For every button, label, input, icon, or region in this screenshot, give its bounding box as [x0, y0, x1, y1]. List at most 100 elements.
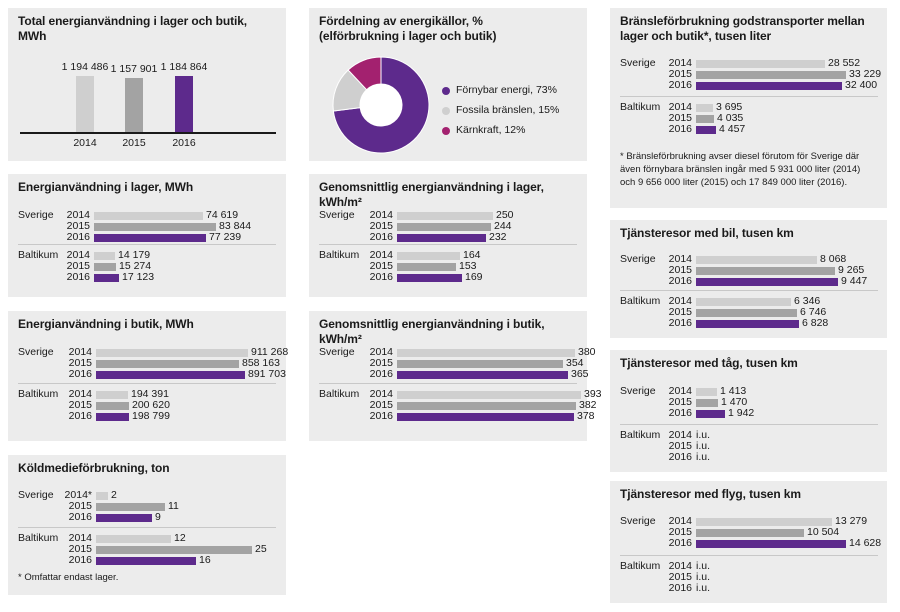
group-separator	[18, 527, 276, 528]
year-label: 2015	[668, 306, 692, 318]
value-label: 1 942	[728, 407, 755, 419]
year-label: 2015	[668, 112, 692, 124]
year-label: 2015	[369, 220, 393, 232]
panel-fordelning: Fördelning av energikällor, % (elförbruk…	[309, 8, 587, 161]
year-label: 2016	[369, 271, 393, 283]
year-label: 2014	[668, 253, 692, 265]
value-label: 6 746	[800, 306, 827, 318]
value-label: 9 447	[841, 275, 868, 287]
x-axis	[20, 132, 276, 134]
value-label: 891 703	[248, 368, 286, 380]
bar-2016	[397, 412, 574, 421]
value-label: 9 265	[838, 264, 865, 276]
bar-2016	[96, 412, 129, 421]
year-label: 2016	[668, 275, 692, 287]
region-label: Baltikum	[319, 249, 360, 261]
year-label: 2015	[668, 571, 692, 583]
region-label: Sverige	[319, 346, 355, 358]
not-reported-label: i.u.	[696, 571, 711, 583]
value-label: 3 695	[716, 101, 743, 113]
value-label: 8 068	[820, 253, 847, 265]
bar-2016	[696, 81, 842, 90]
value-label: 13 279	[835, 515, 868, 527]
panel-bransle: Bränsleförbrukning godstransporter mella…	[610, 8, 887, 208]
bar-2016	[96, 556, 196, 565]
year-label: 2016	[668, 537, 692, 549]
value-label: 4 035	[717, 112, 744, 124]
year-label: 2016	[68, 554, 92, 566]
bar-2015	[96, 359, 239, 368]
panel-title: Fördelning av energikällor, % (elförbruk…	[319, 14, 497, 43]
group-separator	[319, 383, 577, 384]
value-label: 14 628	[849, 537, 882, 549]
year-label: 2016	[66, 231, 90, 243]
bar-2014	[76, 76, 94, 132]
year-label: 2016	[66, 271, 90, 283]
value-label: 10 504	[807, 526, 840, 538]
year-label: 2015	[122, 137, 146, 149]
bar-2016	[397, 370, 568, 379]
year-label: 2015	[68, 399, 92, 411]
bar-2014	[96, 390, 128, 399]
value-label: 354	[566, 357, 584, 369]
bar-2015	[125, 78, 143, 132]
legend-swatch	[442, 86, 450, 95]
value-label: 164	[463, 249, 481, 261]
bar-2016	[397, 233, 486, 242]
region-label: Sverige	[620, 385, 656, 397]
value-label: 1 413	[720, 385, 747, 397]
region-label: Sverige	[18, 489, 54, 501]
value-label: 200 620	[132, 399, 170, 411]
legend-swatch	[442, 126, 450, 135]
bar-2016	[397, 273, 462, 282]
bar-2014	[96, 348, 248, 357]
not-reported-label: i.u.	[696, 560, 711, 572]
donut-hole	[360, 84, 402, 126]
bar-2015	[397, 262, 456, 271]
bar-2014	[397, 211, 493, 220]
panel-tag: Tjänsteresor med tåg, tusen km	[610, 350, 887, 472]
bar-2016	[696, 277, 838, 286]
value-label: 6 828	[802, 317, 829, 329]
value-label: 365	[571, 368, 589, 380]
year-label: 2016	[68, 410, 92, 422]
bar-2014	[696, 59, 825, 68]
value-label: 1 184 864	[160, 61, 208, 73]
group-separator	[620, 555, 878, 556]
bar-2014	[397, 348, 575, 357]
bar-2015	[96, 502, 165, 511]
value-label: 11	[168, 500, 179, 512]
year-label: 2016	[668, 407, 692, 419]
bar-2016	[96, 370, 245, 379]
bar-2015	[94, 262, 116, 271]
value-label: 194 391	[131, 388, 169, 400]
year-label: 2014	[66, 249, 90, 261]
bar-2016	[175, 76, 193, 132]
value-label: 198 799	[132, 410, 170, 422]
energy-source-pie	[332, 56, 430, 154]
year-label: 2016	[68, 368, 92, 380]
region-label: Sverige	[620, 253, 656, 265]
bar-2014	[696, 297, 791, 306]
bar-2015	[96, 401, 129, 410]
value-label: 244	[494, 220, 512, 232]
bar-2015	[397, 222, 491, 231]
region-label: Baltikum	[18, 532, 59, 544]
group-separator	[620, 96, 878, 97]
year-label: 2014	[369, 249, 393, 261]
bar-2016	[94, 233, 206, 242]
bar-2015	[696, 308, 797, 317]
year-label: 2016	[668, 582, 692, 594]
value-label: 74 619	[206, 209, 239, 221]
value-label: 378	[577, 410, 595, 422]
year-label: 2014	[66, 209, 90, 221]
legend-label: Förnybar energi, 73%	[456, 84, 557, 96]
year-label: 2014*	[64, 489, 92, 501]
panel-title: Tjänsteresor med bil, tusen km	[620, 226, 794, 240]
group-separator	[620, 424, 878, 425]
value-label: 858 163	[242, 357, 280, 369]
bar-2014	[696, 387, 717, 396]
group-separator	[18, 383, 276, 384]
group-separator	[18, 244, 276, 245]
value-label: 1 194 486	[61, 61, 109, 73]
